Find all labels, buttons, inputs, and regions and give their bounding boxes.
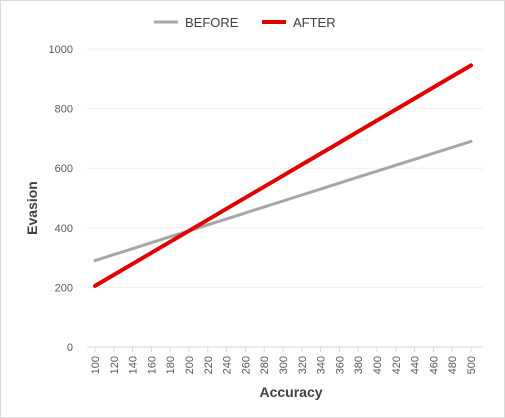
x-tick-label: 500 [466, 356, 478, 374]
x-tick-label: 120 [109, 356, 121, 374]
x-tick-label: 480 [447, 356, 459, 374]
series-line-before [93, 139, 473, 263]
x-tick-label: 440 [410, 356, 422, 374]
y-tick-label: 200 [55, 282, 73, 294]
x-tick-label: 200 [184, 356, 196, 374]
x-tick-label: 140 [128, 356, 140, 374]
y-tick-labels: 0 200 400 600 800 1000 [49, 44, 73, 354]
x-tick-label: 400 [372, 356, 384, 374]
x-tick-label: 300 [278, 356, 290, 374]
legend: BEFORE AFTER [154, 15, 336, 30]
x-tick-label: 320 [297, 356, 309, 374]
y-tick-label: 800 [55, 104, 73, 116]
x-tick-labels: 100 120 140 160 180 200 220 240 260 280 300 320 340 3… [90, 356, 478, 374]
legend-label-after: AFTER [293, 15, 336, 30]
gridlines [87, 48, 483, 288]
axes [87, 346, 483, 352]
x-tick-label: 240 [222, 356, 234, 374]
x-tick-label: 360 [334, 356, 346, 374]
series-line-after [93, 63, 473, 288]
x-tick-label: 380 [353, 356, 365, 374]
x-tick-label: 460 [428, 356, 440, 374]
y-tick-label: 400 [55, 223, 73, 235]
x-tick-label: 260 [240, 356, 252, 374]
x-tick-label: 420 [391, 356, 403, 374]
x-tick-label: 160 [146, 356, 158, 374]
x-tick-label: 220 [203, 356, 215, 374]
y-axis-title: Evasion [24, 181, 40, 235]
x-tick-label: 100 [90, 356, 102, 374]
y-tick-label: 600 [55, 163, 73, 175]
x-axis-title: Accuracy [259, 384, 322, 400]
x-tick-label: 280 [259, 356, 271, 374]
y-tick-label: 1000 [49, 44, 73, 56]
x-tick-label: 180 [165, 356, 177, 374]
legend-label-before: BEFORE [185, 15, 239, 30]
series-lines [93, 63, 473, 288]
y-tick-label: 0 [67, 342, 73, 354]
x-tick-label: 340 [316, 356, 328, 374]
